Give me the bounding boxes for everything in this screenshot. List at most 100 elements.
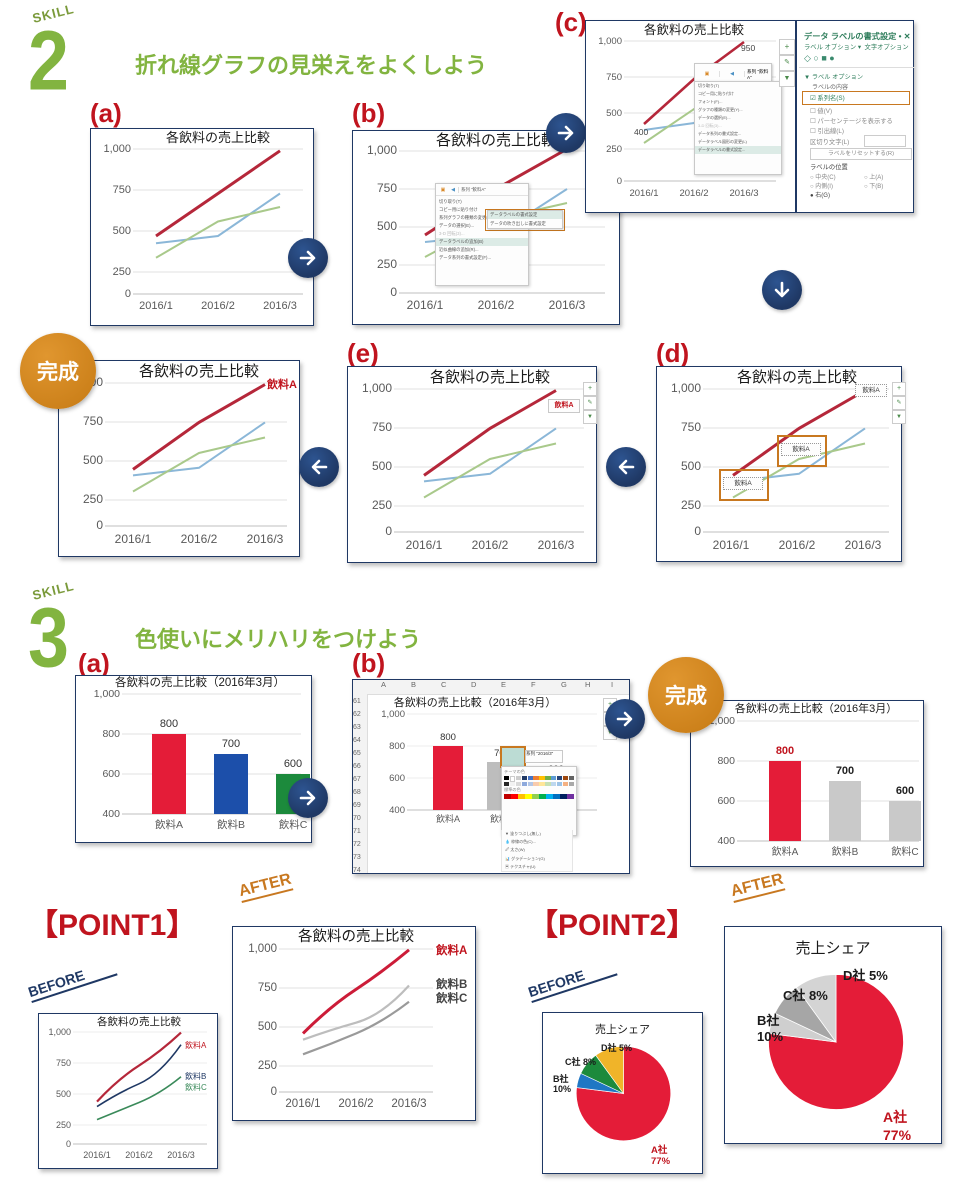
svg-text:各飲料の売上比較: 各飲料の売上比較 (644, 22, 745, 37)
svg-text:2016/2: 2016/2 (181, 532, 218, 546)
svg-text:750: 750 (606, 72, 622, 83)
svg-text:各飲料の売上比較: 各飲料の売上比較 (139, 362, 259, 380)
svg-text:2016/2: 2016/2 (338, 1098, 373, 1110)
svg-text:1,000: 1,000 (367, 143, 397, 157)
svg-text:飲料C: 飲料C (185, 1082, 207, 1092)
svg-text:500: 500 (681, 459, 701, 473)
svg-text:250: 250 (681, 498, 701, 512)
svg-text:各飲料の売上比較: 各飲料の売上比較 (430, 368, 550, 386)
svg-text:2016/3: 2016/3 (167, 1150, 195, 1160)
svg-text:1,000: 1,000 (48, 1027, 71, 1037)
svg-text:1,000: 1,000 (381, 709, 405, 720)
svg-text:500: 500 (56, 1089, 71, 1099)
svg-text:400: 400 (634, 127, 648, 137)
svg-text:2016/3: 2016/3 (263, 300, 297, 312)
svg-text:飲料A: 飲料A (266, 377, 297, 391)
svg-text:2016/2: 2016/2 (201, 300, 235, 312)
svg-text:2016/3: 2016/3 (845, 538, 882, 552)
svg-text:800: 800 (440, 732, 456, 743)
svg-text:2016/3: 2016/3 (247, 532, 284, 546)
svg-text:400: 400 (389, 805, 405, 816)
svg-text:750: 750 (258, 982, 277, 994)
svg-text:0: 0 (66, 1139, 71, 1149)
svg-text:250: 250 (372, 498, 392, 512)
svg-text:750: 750 (83, 414, 103, 428)
svg-text:500: 500 (83, 453, 103, 467)
svg-text:各飲料の売上比較（2016年3月）: 各飲料の売上比較（2016年3月） (735, 701, 898, 715)
svg-text:950: 950 (741, 43, 755, 53)
svg-text:2016/1: 2016/1 (115, 532, 152, 546)
svg-text:0: 0 (385, 524, 392, 538)
svg-text:0: 0 (271, 1086, 277, 1098)
svg-text:各飲料の売上比較（2016年3月）: 各飲料の売上比較（2016年3月） (115, 676, 285, 689)
svg-text:600: 600 (896, 785, 914, 797)
svg-text:2016/2: 2016/2 (478, 298, 515, 312)
svg-text:飲料B: 飲料B (832, 845, 859, 858)
svg-text:飲料A: 飲料A (155, 818, 183, 831)
svg-text:800: 800 (160, 718, 178, 730)
svg-text:2016/1: 2016/1 (713, 538, 750, 552)
svg-text:600: 600 (284, 758, 302, 770)
svg-text:2016/1: 2016/1 (139, 300, 173, 312)
svg-text:800: 800 (102, 728, 120, 740)
svg-text:800: 800 (776, 745, 794, 757)
svg-text:飲料A: 飲料A (436, 813, 460, 824)
svg-text:500: 500 (377, 219, 397, 233)
svg-text:750: 750 (377, 181, 397, 195)
svg-text:600: 600 (389, 773, 405, 784)
svg-text:0: 0 (96, 518, 103, 532)
svg-text:0: 0 (125, 288, 131, 300)
svg-text:2016/3: 2016/3 (549, 298, 586, 312)
svg-text:250: 250 (113, 266, 131, 278)
svg-text:各飲料の売上比較: 各飲料の売上比較 (436, 131, 556, 149)
svg-text:飲料A: 飲料A (772, 845, 799, 858)
svg-text:700: 700 (836, 765, 854, 777)
svg-text:500: 500 (113, 225, 131, 237)
svg-text:700: 700 (222, 738, 240, 750)
svg-text:400: 400 (717, 835, 735, 847)
svg-text:2016/2: 2016/2 (472, 538, 509, 552)
svg-text:2016/3: 2016/3 (391, 1098, 426, 1110)
svg-text:各飲料の売上比較: 各飲料の売上比較 (166, 130, 270, 145)
svg-text:飲料B: 飲料B (217, 818, 245, 831)
svg-text:2016/2: 2016/2 (125, 1150, 153, 1160)
svg-text:750: 750 (681, 420, 701, 434)
svg-text:2016/1: 2016/1 (285, 1098, 320, 1110)
svg-text:1,000: 1,000 (248, 943, 277, 955)
svg-text:2016/2: 2016/2 (679, 188, 708, 199)
svg-text:飲料C: 飲料C (891, 845, 918, 858)
svg-text:2016/1: 2016/1 (629, 188, 658, 199)
svg-text:750: 750 (113, 184, 131, 196)
svg-text:各飲料の売上比較: 各飲料の売上比較 (298, 927, 414, 945)
svg-text:750: 750 (56, 1058, 71, 1068)
svg-text:各飲料の売上比較: 各飲料の売上比較 (97, 1015, 181, 1028)
svg-text:1,000: 1,000 (103, 143, 131, 155)
svg-text:0: 0 (617, 176, 622, 187)
svg-text:1,000: 1,000 (671, 381, 701, 395)
svg-text:800: 800 (389, 741, 405, 752)
svg-text:250: 250 (258, 1060, 277, 1072)
svg-text:600: 600 (102, 768, 120, 780)
svg-text:600: 600 (717, 795, 735, 807)
svg-text:1,000: 1,000 (94, 688, 120, 700)
svg-text:2016/3: 2016/3 (538, 538, 575, 552)
svg-text:0: 0 (390, 285, 397, 299)
svg-text:飲料C: 飲料C (435, 991, 467, 1005)
svg-text:1,000: 1,000 (362, 381, 392, 395)
svg-text:飲料A: 飲料A (435, 943, 467, 957)
svg-text:各飲料の売上比較（2016年3月）: 各飲料の売上比較（2016年3月） (394, 695, 557, 709)
svg-text:各飲料の売上比較: 各飲料の売上比較 (737, 368, 857, 386)
svg-text:飲料A: 飲料A (185, 1040, 207, 1050)
svg-text:400: 400 (102, 808, 120, 820)
svg-text:500: 500 (606, 108, 622, 119)
svg-text:750: 750 (372, 420, 392, 434)
svg-text:500: 500 (258, 1021, 277, 1033)
svg-text:250: 250 (83, 492, 103, 506)
svg-text:飲料B: 飲料B (435, 977, 467, 991)
svg-text:2016/2: 2016/2 (779, 538, 816, 552)
svg-text:2016/1: 2016/1 (406, 538, 443, 552)
svg-text:飲料B: 飲料B (185, 1071, 206, 1081)
svg-text:250: 250 (56, 1120, 71, 1130)
svg-text:2016/1: 2016/1 (83, 1150, 111, 1160)
svg-text:1,000: 1,000 (598, 36, 622, 47)
